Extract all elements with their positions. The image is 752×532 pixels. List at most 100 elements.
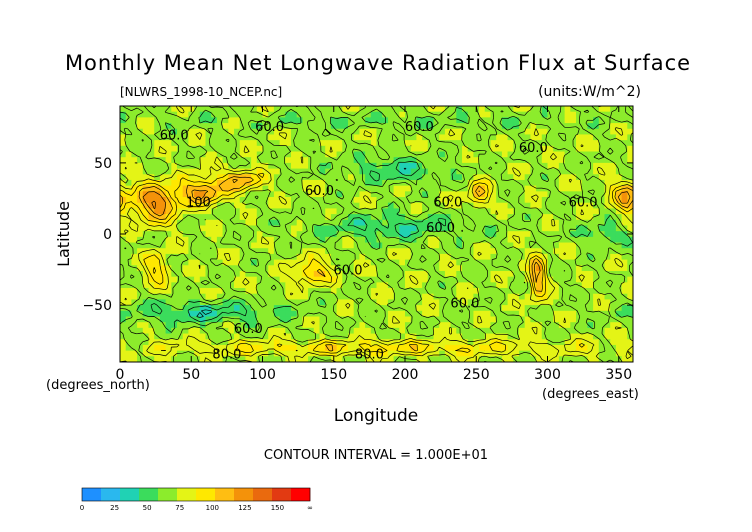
heatmap-cell [165, 236, 172, 243]
heatmap-cell [604, 134, 611, 141]
heatmap-cell [268, 322, 275, 329]
heatmap-cell [439, 128, 446, 135]
heatmap-cell [222, 168, 229, 175]
heatmap-cell [433, 168, 440, 175]
heatmap-cell [291, 276, 298, 283]
heatmap-cell [222, 236, 229, 243]
heatmap-cell [171, 242, 178, 249]
heatmap-cell [547, 202, 554, 209]
heatmap-cell [433, 214, 440, 221]
heatmap-cell [462, 282, 469, 289]
heatmap-cell [450, 185, 457, 192]
heatmap-cell [211, 151, 218, 158]
heatmap-cell [154, 231, 161, 238]
heatmap-cell [405, 356, 412, 363]
heatmap-cell [581, 128, 588, 135]
heatmap-cell [296, 344, 303, 352]
heatmap-cell [541, 106, 548, 113]
heatmap-cell [336, 316, 343, 323]
heatmap-cell [154, 168, 161, 175]
heatmap-cell [399, 185, 406, 192]
heatmap-cell [131, 259, 138, 266]
heatmap-cell [564, 134, 571, 141]
heatmap-cell [142, 236, 149, 243]
heatmap-cell [422, 282, 429, 289]
heatmap-cell [610, 162, 617, 169]
heatmap-cell [479, 117, 486, 124]
heatmap-cell [558, 128, 565, 135]
heatmap-cell [319, 350, 326, 357]
heatmap-cell [313, 208, 320, 215]
heatmap-cell [564, 157, 571, 164]
heatmap-cell [199, 293, 206, 300]
heatmap-cell [325, 288, 332, 295]
heatmap-cell [387, 282, 394, 289]
heatmap-cell [513, 299, 520, 306]
heatmap-cell [473, 174, 480, 181]
heatmap-cell [131, 134, 138, 141]
heatmap-cell [427, 265, 434, 272]
heatmap-cell [171, 225, 178, 232]
heatmap-cell [148, 288, 155, 295]
heatmap-cell [439, 145, 446, 152]
heatmap-cell [462, 316, 469, 323]
heatmap-cell [279, 106, 286, 113]
heatmap-cell [484, 123, 491, 130]
heatmap-cell [137, 305, 144, 312]
heatmap-cell [541, 208, 548, 215]
heatmap-cell [621, 310, 628, 317]
heatmap-cell [262, 179, 269, 187]
heatmap-cell [627, 350, 634, 357]
heatmap-cell [399, 327, 406, 334]
heatmap-cell [547, 208, 554, 215]
heatmap-cell [387, 162, 394, 169]
heatmap-cell [353, 214, 360, 221]
heatmap-cell [279, 202, 286, 209]
heatmap-cell [148, 202, 155, 209]
heatmap-cell [342, 179, 349, 187]
heatmap-cell [177, 191, 184, 198]
heatmap-cell [291, 128, 298, 135]
heatmap-cell [313, 191, 320, 198]
heatmap-cell [199, 333, 206, 340]
heatmap-cell [239, 305, 246, 312]
heatmap-cell [604, 214, 611, 221]
heatmap-cell [467, 162, 474, 169]
heatmap-cell [604, 327, 611, 334]
heatmap-cell [342, 157, 349, 164]
heatmap-cell [524, 219, 531, 226]
heatmap-cell [228, 248, 235, 255]
heatmap-cell [621, 219, 628, 226]
heatmap-cell [507, 316, 514, 323]
heatmap-cell [387, 236, 394, 243]
heatmap-cell [165, 310, 172, 317]
heatmap-cell [587, 270, 594, 278]
heatmap-cell [553, 111, 560, 118]
heatmap-cell [444, 185, 451, 192]
heatmap-cell [422, 106, 429, 113]
heatmap-cell [245, 316, 252, 323]
heatmap-cell [581, 322, 588, 329]
heatmap-cell [211, 333, 218, 340]
heatmap-cell [336, 145, 343, 152]
heatmap-cell [405, 288, 412, 295]
heatmap-cell [285, 128, 292, 135]
heatmap-cell [268, 202, 275, 209]
heatmap-cell [604, 197, 611, 204]
heatmap-cell [627, 174, 634, 181]
heatmap-cell [558, 168, 565, 175]
heatmap-cell [251, 106, 258, 113]
heatmap-cell [439, 344, 446, 352]
heatmap-cell [393, 344, 400, 352]
heatmap-cell [456, 140, 463, 147]
heatmap-cell [587, 248, 594, 255]
heatmap-cell [205, 259, 212, 266]
heatmap-cell [251, 282, 258, 289]
heatmap-cell [553, 276, 560, 283]
heatmap-cell [336, 248, 343, 255]
heatmap-cell [479, 162, 486, 169]
heatmap-cell [405, 344, 412, 352]
heatmap-cell [125, 270, 132, 278]
heatmap-cell [456, 242, 463, 249]
